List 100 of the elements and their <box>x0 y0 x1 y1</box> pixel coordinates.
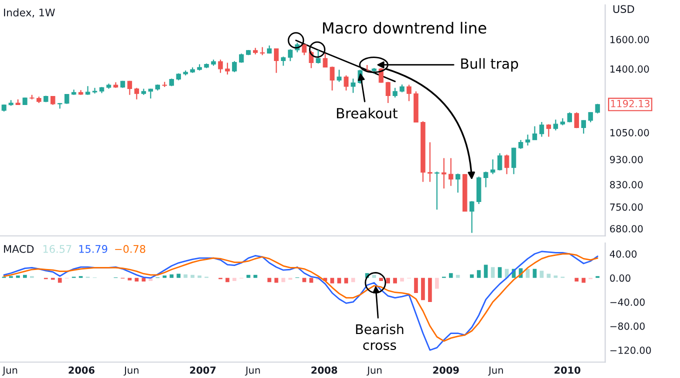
y-tick-label: −40.00 <box>610 298 645 306</box>
bar <box>498 267 502 278</box>
candlestick <box>406 84 412 102</box>
annotation: Breakout <box>336 108 398 119</box>
y-axis-title: USD <box>613 5 634 13</box>
candlestick <box>581 120 586 134</box>
candlestick <box>336 69 342 82</box>
candlestick <box>392 87 398 98</box>
x-tick-label: 2006 <box>68 366 94 374</box>
bar <box>490 267 495 278</box>
candlestick <box>316 49 321 64</box>
candlestick <box>574 112 579 129</box>
bar <box>476 270 481 278</box>
y-tick-label: 830.00 <box>610 181 643 188</box>
candlestick <box>448 158 454 186</box>
bar <box>470 274 474 278</box>
candlestick <box>532 126 538 141</box>
bar <box>414 278 418 293</box>
annotation: Macro downtrend line <box>323 22 486 34</box>
candlestick <box>218 59 223 74</box>
x-tick-label: Jun <box>244 366 260 376</box>
x-tick-label: Jun <box>488 366 503 376</box>
candlestick <box>274 48 279 74</box>
candlestick <box>483 171 488 188</box>
bar <box>379 278 383 281</box>
bar <box>435 278 439 289</box>
candlestick <box>85 86 90 96</box>
bar <box>226 278 230 282</box>
candlestick <box>225 62 230 76</box>
bar <box>142 278 146 282</box>
bar <box>330 278 334 284</box>
y-tick-label: 680.00 <box>610 225 643 232</box>
y-tick-label: 0.00 <box>610 274 630 282</box>
x-tick-label: 2009 <box>433 366 459 374</box>
bar <box>582 278 586 283</box>
annotation: 16.57 <box>43 245 72 253</box>
bar <box>386 278 390 284</box>
annotation: 15.79 <box>79 245 108 253</box>
bar <box>372 274 376 278</box>
candlestick <box>344 74 349 92</box>
candlestick <box>232 60 237 73</box>
x-tick-label: Jun <box>2 366 18 376</box>
candlestick <box>497 152 502 171</box>
bar <box>448 273 453 278</box>
bar <box>393 278 397 284</box>
candlestick <box>280 56 286 66</box>
candlestick <box>322 53 328 68</box>
chart-title: Index, 1W <box>4 8 55 18</box>
bar <box>246 274 250 278</box>
bar <box>574 278 579 282</box>
annotation: Bull trap <box>461 58 518 72</box>
candlestick <box>546 124 552 138</box>
bar <box>456 274 460 278</box>
x-tick-label: Jun <box>124 366 138 376</box>
y-tick-label: 1050.00 <box>610 129 649 136</box>
bar <box>428 278 432 302</box>
candlestick <box>127 80 132 96</box>
bar <box>232 278 236 281</box>
bar <box>128 278 132 280</box>
bar <box>337 278 342 284</box>
candlestick <box>490 158 496 175</box>
bar <box>170 274 174 278</box>
chart-title: MACD <box>4 245 34 253</box>
y-tick-label: 750.00 <box>610 203 643 211</box>
candlestick <box>525 134 530 146</box>
bar <box>421 278 425 300</box>
y-tick-label: −120.00 <box>610 346 651 354</box>
candlestick <box>148 88 154 99</box>
candlestick <box>386 81 390 104</box>
bar <box>176 274 180 278</box>
bar <box>58 278 62 283</box>
y-tick-label: 1400.00 <box>610 65 649 73</box>
bar <box>400 278 404 282</box>
bar <box>274 278 278 283</box>
annotation: −0.78 <box>115 245 146 253</box>
candlestick <box>476 176 482 205</box>
y-tick-label: −80.00 <box>610 322 645 330</box>
bar <box>190 274 194 278</box>
bar <box>484 264 488 278</box>
bar <box>23 274 27 278</box>
bar <box>546 274 551 278</box>
annotation: Bearish cross <box>356 324 404 350</box>
candlestick <box>92 87 98 94</box>
candlestick <box>428 142 432 182</box>
bar <box>351 278 356 282</box>
candlestick <box>553 119 558 131</box>
y-tick-label: 930.00 <box>610 156 643 164</box>
bar <box>532 268 537 278</box>
candlestick <box>456 173 460 194</box>
y-tick-label: 40.00 <box>610 250 637 258</box>
x-tick-label: 2007 <box>190 366 216 374</box>
x-tick-label: 2010 <box>554 366 580 374</box>
candlestick <box>330 66 335 92</box>
candlestick <box>504 154 510 175</box>
bar <box>344 278 348 284</box>
candlestick <box>350 78 356 94</box>
y-tick-label: 1600.00 <box>610 36 649 44</box>
candlestick <box>588 112 593 123</box>
bar <box>134 278 139 282</box>
bar <box>184 274 188 278</box>
